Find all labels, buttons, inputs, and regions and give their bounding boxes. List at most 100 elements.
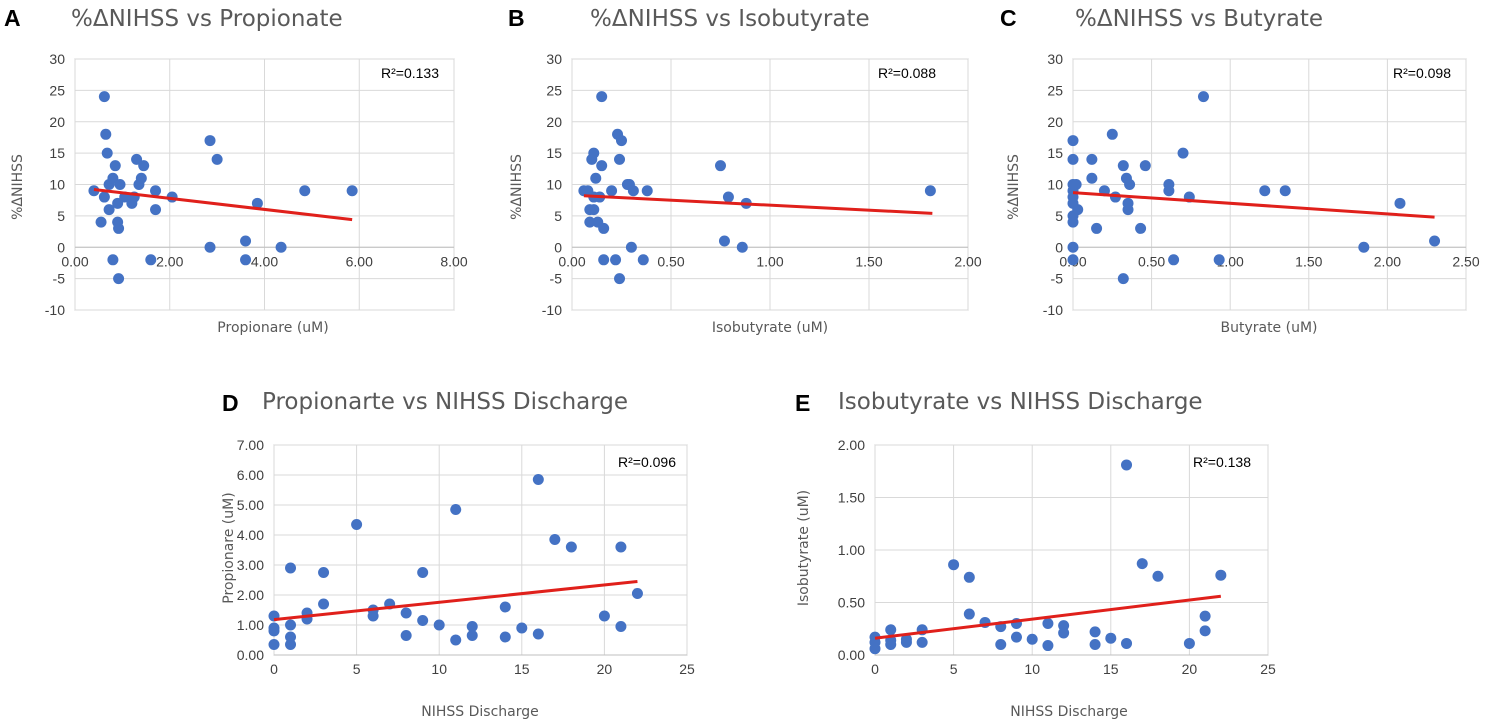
panel-a-x-tick-label: 2.00 (156, 253, 183, 269)
panel-e-data-point (1089, 626, 1101, 638)
panel-e-letter: E (795, 390, 810, 416)
panel-a-data-point (98, 91, 110, 103)
panel-d-y-tick-label: 5.00 (237, 497, 264, 513)
panel-c-data-point (1067, 254, 1079, 266)
panel-c-y-tick-label: 15 (1047, 145, 1063, 161)
panel-b-x-axis-label: Isobutyrate (uM) (712, 320, 828, 336)
panel-b-data-point (596, 160, 608, 172)
panel-d-letter: D (222, 390, 239, 416)
panel-b-data-point (614, 153, 626, 165)
panel-d-data-point (417, 567, 429, 578)
panel-b-data-point (718, 235, 730, 247)
panel-d-data-point (351, 519, 363, 530)
panel-b-x-tick-label: 1.50 (855, 253, 882, 269)
panel-c-data-point (1086, 172, 1098, 184)
panel-d-x-tick-label: 0 (270, 661, 278, 677)
panel-d-data-point (367, 610, 379, 622)
panel-c-y-tick-label: 30 (1047, 51, 1063, 67)
panel-a-data-point (240, 254, 252, 266)
panel-a-y-tick-label: 10 (49, 177, 65, 193)
panel-c-data-point (1168, 254, 1180, 266)
panel-c-data-point (1163, 185, 1175, 197)
panel-d: D Propionarte vs NIHSS Discharge 0.00 1.0… (221, 389, 695, 720)
panel-a-y-tick-label: -10 (45, 302, 65, 318)
panel-c-y-tick-label: 0 (1055, 239, 1063, 255)
panel-b-x-tick-label: 0.50 (657, 253, 684, 269)
panel-b-data-point (610, 254, 622, 266)
panel-c-y-tick-label: 20 (1047, 114, 1063, 130)
panel-b: B %ΔNIHSS vs Isobutyrate -10 -5 0 5 10 15 20 25… (508, 5, 982, 336)
panel-d-data-point (268, 625, 280, 637)
panel-c-r2: R²=0.098 (1393, 65, 1451, 81)
panel-d-x-tick-label: 25 (679, 661, 695, 677)
panel-c-data-point (1070, 179, 1082, 190)
panel-d-data-point (499, 631, 511, 643)
panel-e-data-point (995, 639, 1007, 650)
panel-a-y-tick-label: 20 (49, 114, 65, 130)
panel-a-data-point (204, 241, 216, 253)
panel-c-x-tick-label: 2.00 (1374, 253, 1401, 269)
panel-b-data-point (715, 160, 726, 172)
panel-e-data-point (948, 559, 960, 571)
panel-d-x-tick-label: 5 (353, 661, 361, 677)
panel-e-data-point (1199, 610, 1211, 622)
panel-d-data-point (466, 621, 478, 632)
panel-e-data-point (1026, 633, 1038, 645)
panel-a-data-point (204, 135, 216, 147)
panel-b-data-point (627, 185, 639, 197)
panel-c-y-tick-label: -5 (1051, 271, 1064, 287)
panel-e-y-tick-label: 1.00 (838, 542, 865, 558)
panel-b-data-point (722, 191, 734, 203)
panel-b-x-tick-label: 0.00 (558, 253, 585, 269)
panel-d-data-point (400, 630, 412, 641)
panel-d-data-point (433, 619, 445, 631)
panel-d-x-tick-label: 15 (514, 661, 530, 677)
panel-c-data-point (1139, 160, 1151, 172)
panel-e-x-tick-label: 10 (1024, 661, 1040, 677)
panel-c-data-point (1067, 216, 1079, 228)
panel-a-data-point (145, 254, 157, 266)
panel-b-data-point (924, 185, 936, 197)
panel-e-plot: 0.00 0.50 1.00 1.50 2.00 0 5 10 15 20 25 (838, 437, 1276, 677)
panel-c-data-point (1197, 91, 1209, 103)
panel-d-data-point (400, 607, 412, 619)
panel-c-data-point (1429, 235, 1441, 247)
panel-a-plot: -10 -5 0 5 10 15 20 25 30 0.00 2.00 4.00 6.00 8.00 (45, 51, 468, 318)
panel-b-data-point (598, 254, 610, 266)
panel-a-x-tick-label: 8.00 (440, 253, 467, 269)
panel-a-y-tick-label: -5 (53, 271, 66, 287)
panel-c-data-point (1117, 160, 1129, 172)
panel-d-y-axis-label: Propionare (uM) (221, 492, 237, 603)
panel-c-data-point (1122, 204, 1134, 216)
panel-a-data-point (100, 128, 112, 140)
panel-d-data-point (549, 534, 561, 545)
panel-a-y-tick-label: 30 (49, 51, 65, 67)
panel-e-data-point (1183, 637, 1195, 649)
panel-b-y-tick-label: -10 (542, 302, 562, 318)
panel-a-y-tick-label: 15 (49, 145, 65, 161)
panel-c-data-point (1135, 222, 1147, 234)
panel-a-data-point (107, 172, 119, 184)
panel-e-title: Isobutyrate vs NIHSS Discharge (838, 389, 1203, 415)
panel-a-data-point (150, 204, 162, 216)
panel-c-data-point (1091, 222, 1103, 234)
panel-c-x-tick-label: 2.50 (1452, 253, 1479, 269)
panel-c-data-point (1394, 197, 1406, 209)
panel-c-data-point (1086, 153, 1098, 165)
panel-d-plot: 0.00 1.00 2.00 3.00 4.00 5.00 6.00 7.00 0 5 10 15 20… (237, 437, 695, 677)
panel-a-data-point (150, 185, 162, 197)
panel-a-y-tick-label: 5 (57, 208, 65, 224)
panel-b-data-point (637, 254, 649, 266)
panel-c-y-tick-label: 25 (1047, 82, 1063, 98)
panel-e-data-point (1136, 558, 1148, 570)
panel-b-data-point (584, 216, 596, 228)
panel-a-x-tick-label: 0.00 (61, 253, 88, 269)
panel-b-y-tick-label: 5 (554, 208, 562, 224)
panel-e-data-point (1152, 570, 1164, 582)
panel-e-data-point (885, 639, 897, 650)
panel-d-y-tick-label: 6.00 (237, 467, 264, 483)
panel-b-letter: B (508, 5, 525, 31)
panel-e-trendline (874, 594, 1222, 640)
panel-a-data-point (131, 153, 143, 165)
